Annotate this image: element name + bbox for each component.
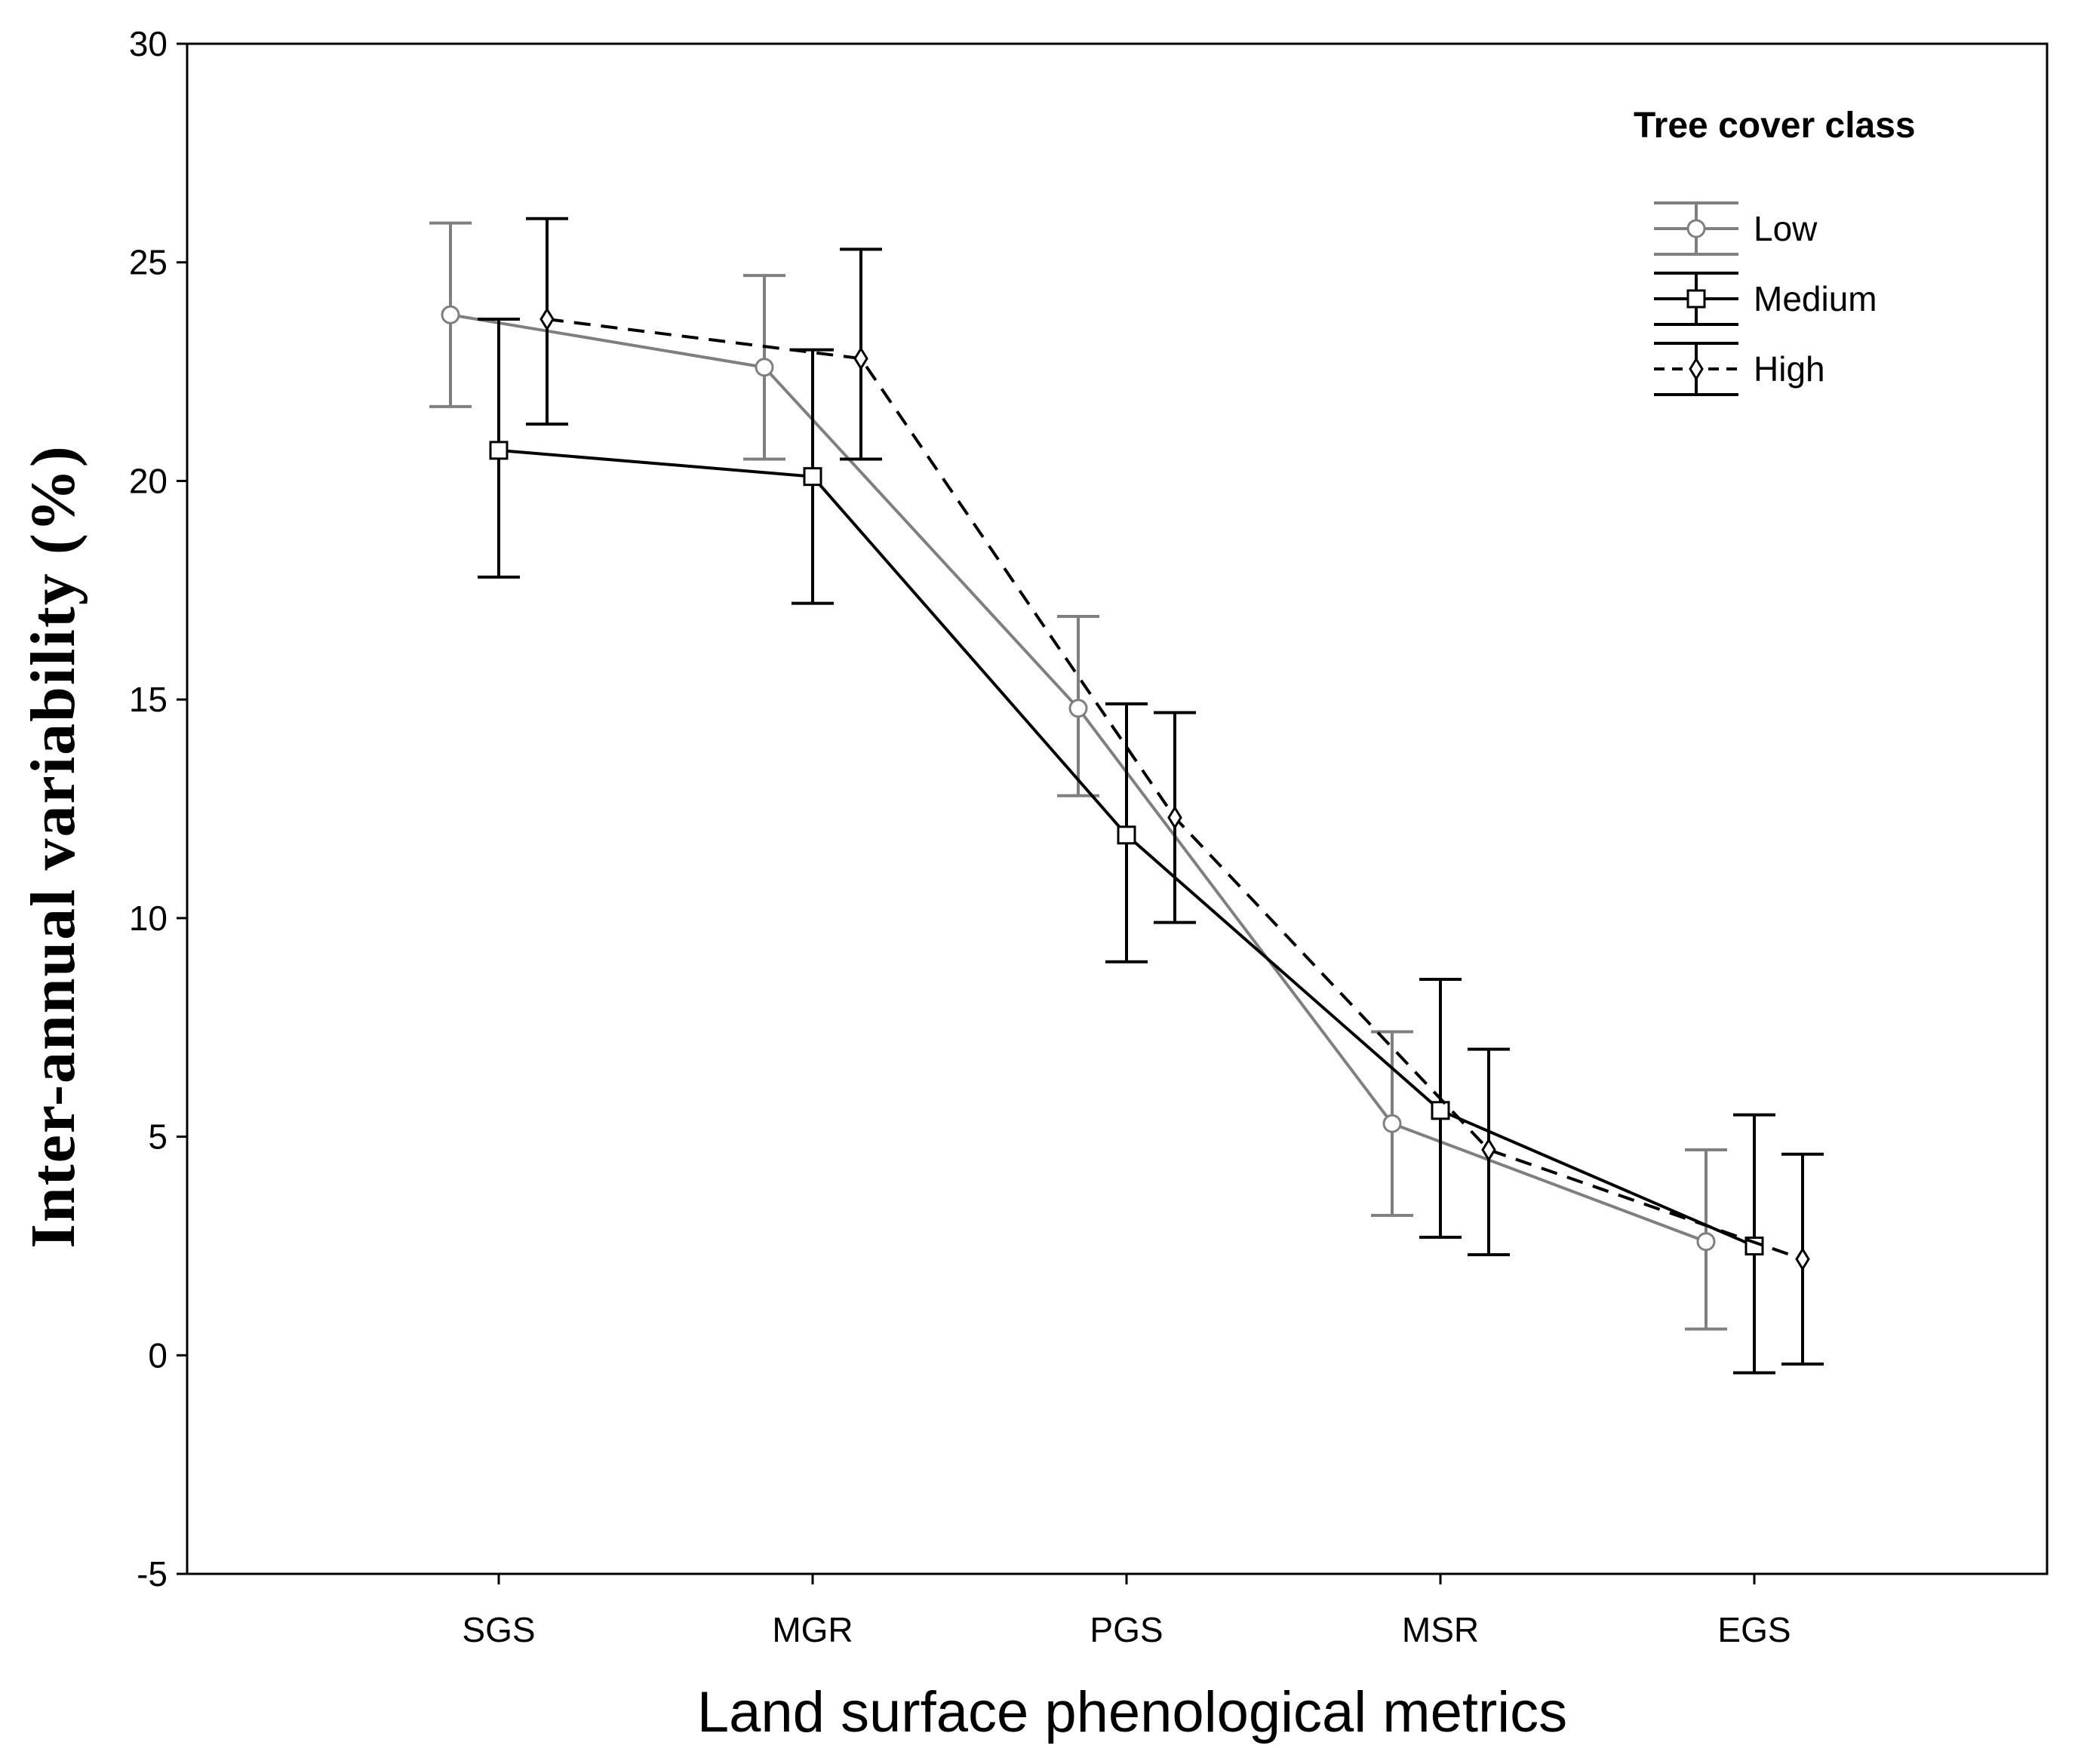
legend: Tree cover class Low Medium High (1634, 106, 1916, 396)
data-point-low (1696, 1232, 1716, 1252)
x-tick-label: EGS (1717, 1610, 1791, 1649)
data-point-high (1167, 805, 1182, 830)
axis-layer: -5 0 5 10 15 20 25 30 SGS MGR PGS MSR EGS (129, 24, 2049, 1649)
data-point-medium (1431, 1101, 1450, 1120)
x-tick-label: SGS (462, 1610, 535, 1649)
data-point-high (539, 307, 555, 331)
legend-item-low: Low (1654, 201, 1818, 256)
y-tick-label: 25 (129, 243, 168, 282)
data-point-high (1795, 1246, 1810, 1271)
legend-marker-high (1689, 357, 1704, 381)
series-high (526, 217, 1824, 1366)
plot-frame (186, 42, 2049, 1575)
y-tick-label: 20 (129, 461, 168, 500)
x-tick-label: MGR (772, 1610, 853, 1649)
y-tick-label: 0 (148, 1335, 168, 1375)
y-axis-title: Inter-annual variability (%) (18, 444, 88, 1249)
series-layer (429, 217, 1824, 1375)
data-point-low (755, 358, 774, 377)
data-point-medium (489, 441, 509, 460)
legend-item-high: High (1654, 342, 1825, 396)
legend-label-high: High (1754, 349, 1825, 389)
data-point-medium (803, 467, 822, 487)
x-axis-title: Land surface phenological metrics (697, 1680, 1567, 1744)
data-point-high (853, 346, 868, 371)
legend-marker-medium (1686, 289, 1706, 309)
legend-label-low: Low (1754, 209, 1818, 248)
series-medium (478, 318, 1775, 1375)
legend-label-medium: Medium (1754, 279, 1877, 318)
series-low (429, 221, 1727, 1331)
data-point-low (1068, 699, 1088, 718)
y-tick-label: -5 (137, 1554, 168, 1593)
y-tick-label: 15 (129, 680, 168, 719)
y-tick-label: 5 (148, 1117, 168, 1157)
data-point-high (1481, 1138, 1496, 1162)
y-tick-label: 10 (129, 899, 168, 938)
y-tick-label: 30 (129, 24, 168, 63)
x-tick-label: MSR (1402, 1610, 1479, 1649)
x-tick-label: PGS (1090, 1610, 1163, 1649)
legend-title: Tree cover class (1634, 106, 1916, 146)
legend-item-medium: Medium (1654, 272, 1877, 326)
data-point-low (441, 305, 460, 324)
data-point-medium (1117, 825, 1136, 845)
legend-marker-low (1686, 219, 1706, 238)
data-point-low (1382, 1114, 1402, 1133)
